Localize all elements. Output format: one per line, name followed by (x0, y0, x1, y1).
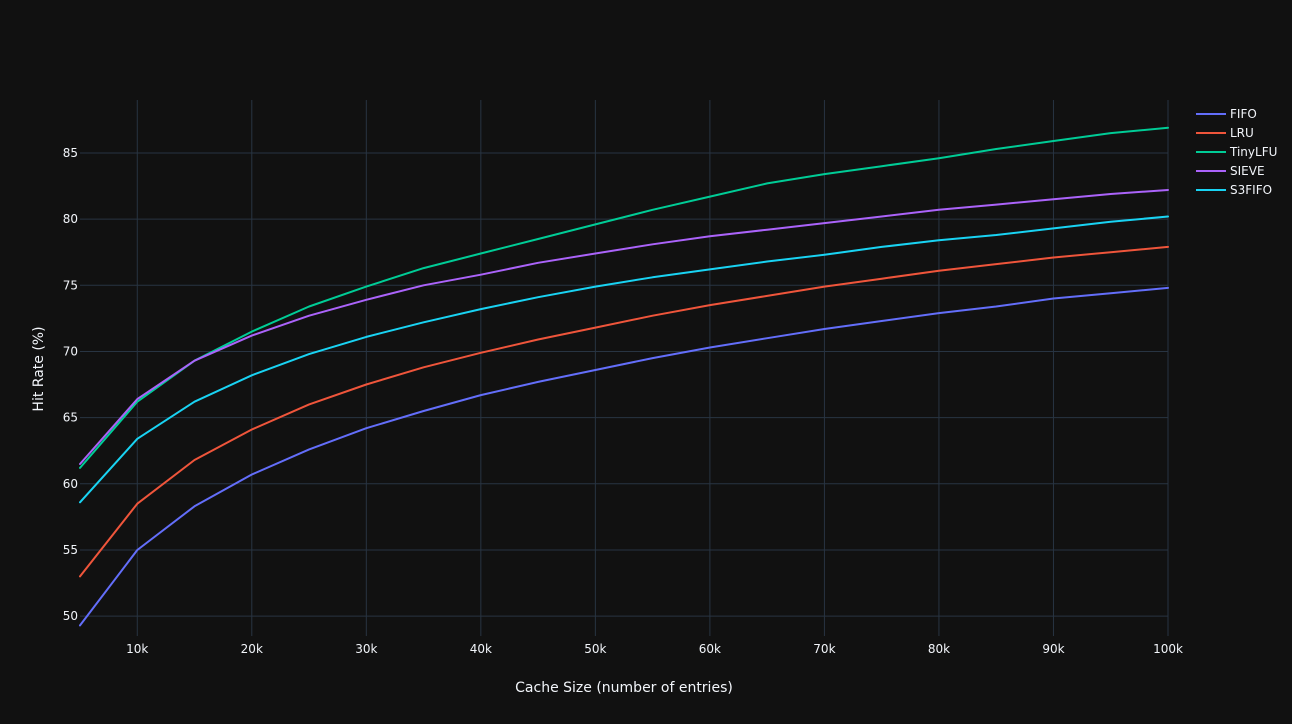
series-line-tinylfu (79, 126, 1169, 469)
legend-item-fifo[interactable]: FIFO (1196, 107, 1257, 121)
legend-item-sieve[interactable]: SIEVE (1196, 164, 1265, 178)
legend-label: SIEVE (1230, 164, 1265, 178)
gridlines (80, 100, 1169, 636)
y-tick-label: 55 (63, 543, 78, 557)
x-tick-label: 100k (1153, 642, 1183, 656)
series-line-sieve (79, 189, 1169, 465)
y-tick-label: 65 (63, 411, 78, 425)
legend-label: LRU (1230, 126, 1254, 140)
y-axis-title: Hit Rate (%) (31, 326, 47, 411)
x-tick-label: 10k (126, 642, 148, 656)
legend-item-tinylfu[interactable]: TinyLFU (1196, 145, 1277, 159)
x-tick-label: 80k (928, 642, 950, 656)
y-tick-label: 80 (63, 212, 78, 226)
legend-label: FIFO (1230, 107, 1257, 121)
x-tick-label: 40k (470, 642, 492, 656)
y-tick-label: 85 (63, 146, 78, 160)
x-tick-label: 50k (584, 642, 606, 656)
series-line-lru (79, 245, 1169, 578)
x-tick-label: 30k (355, 642, 377, 656)
y-tick-label: 50 (63, 609, 78, 623)
x-axis-title: Cache Size (number of entries) (515, 680, 733, 696)
series-lines (79, 126, 1169, 627)
legend[interactable]: FIFO LRU TinyLFU SIEVE S3FIFO (1196, 107, 1277, 197)
series-line-s3fifo (79, 215, 1169, 504)
legend-label: S3FIFO (1230, 183, 1272, 197)
x-axis-ticks: 10k 20k 30k 40k 50k 60k 70k 80k 90k 100k (126, 642, 1183, 656)
series-line-fifo (79, 286, 1169, 627)
x-tick-label: 70k (813, 642, 835, 656)
y-tick-label: 70 (63, 344, 78, 358)
legend-item-lru[interactable]: LRU (1196, 126, 1254, 140)
y-tick-label: 60 (63, 477, 78, 491)
legend-label: TinyLFU (1229, 145, 1277, 159)
legend-item-s3fifo[interactable]: S3FIFO (1196, 183, 1272, 197)
x-tick-label: 60k (699, 642, 721, 656)
y-tick-label: 75 (63, 278, 78, 292)
y-axis-ticks: 50 55 60 65 70 75 80 85 (63, 146, 78, 623)
x-tick-label: 90k (1042, 642, 1064, 656)
x-tick-label: 20k (241, 642, 263, 656)
